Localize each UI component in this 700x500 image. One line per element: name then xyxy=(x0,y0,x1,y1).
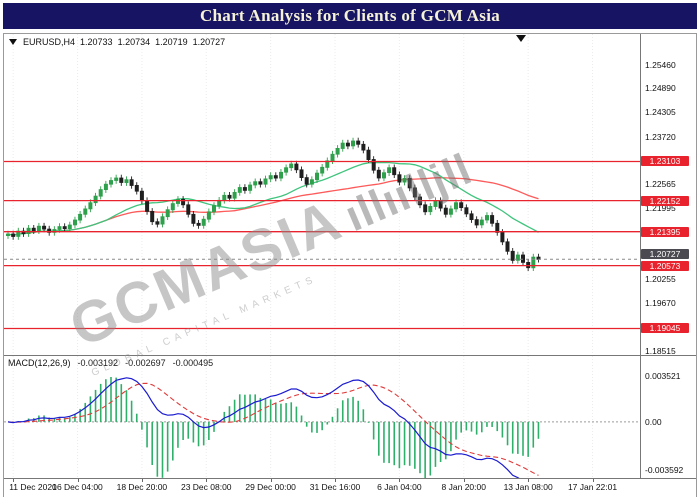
macd-panel[interactable]: MACD(12,26,9) -0.003192 -0.002697 -0.000… xyxy=(4,356,640,478)
price-tick-label: 1.21995 xyxy=(645,202,676,213)
time-label: 8 Jan 20:00 xyxy=(441,482,486,492)
macd-value-main: -0.003192 xyxy=(77,358,119,368)
chart-window: EURUSD,H4 1.20733 1.20734 1.20719 1.2072… xyxy=(3,33,697,497)
price-tick-label: 1.20255 xyxy=(645,274,676,285)
macd-value-histogram: -0.000495 xyxy=(172,358,214,368)
macd-label: MACD(12,26,9) -0.003192 -0.002697 -0.000… xyxy=(8,358,213,368)
price-tick-label: 1.22565 xyxy=(645,179,676,190)
ma-fast-line xyxy=(7,161,539,236)
macd-value-signal: -0.002697 xyxy=(125,358,166,368)
time-label: 23 Dec 08:00 xyxy=(180,482,232,492)
support-resistance-lines xyxy=(4,160,640,330)
time-tick-mark xyxy=(592,479,594,482)
time-tick-mark xyxy=(463,479,465,482)
macd-line xyxy=(7,377,520,478)
level-price-badge: 1.23103 xyxy=(641,156,689,167)
price-chart-svg[interactable] xyxy=(4,34,640,355)
time-tick-mark xyxy=(77,479,79,482)
price-tick-label: 1.24890 xyxy=(645,83,676,94)
macd-chart-svg[interactable] xyxy=(4,356,640,478)
level-price-badge: 1.19045 xyxy=(641,323,689,334)
time-label: 11 Dec 2020 xyxy=(9,482,57,492)
price-tick-label: 1.25460 xyxy=(645,59,676,70)
macd-signal-line xyxy=(7,382,539,476)
time-label: 31 Dec 16:00 xyxy=(309,482,361,492)
time-tick-mark xyxy=(528,479,530,482)
price-tick-label: 1.23720 xyxy=(645,131,676,142)
quote-close: 1.20727 xyxy=(192,37,226,47)
macd-tick-label: 0.003521 xyxy=(645,371,681,381)
time-tick-mark xyxy=(206,479,208,482)
time-label: 13 Jan 08:00 xyxy=(503,482,553,492)
quote-line: EURUSD,H4 1.20733 1.20734 1.20719 1.2072… xyxy=(9,37,225,47)
macd-histogram xyxy=(12,377,540,478)
one-click-trading-icon[interactable] xyxy=(9,39,17,45)
price-chart-area[interactable]: EURUSD,H4 1.20733 1.20734 1.20719 1.2072… xyxy=(4,34,640,355)
price-tick-label: 1.19670 xyxy=(645,298,676,309)
time-label: 6 Jan 04:00 xyxy=(377,482,422,492)
title-bar: Chart Analysis for Clients of GCM Asia xyxy=(3,3,697,29)
price-axis[interactable]: 1.25460 1.24890 1.24305 1.23720 1.22565 1.219… xyxy=(640,34,697,478)
time-label: 17 Jan 22:01 xyxy=(567,482,618,492)
candles xyxy=(6,137,541,271)
level-price-badge: 1.20573 xyxy=(641,260,689,271)
macd-tick-label: -0.003592 xyxy=(645,464,684,475)
macd-tick-label: 0.00 xyxy=(645,417,662,428)
time-axis[interactable]: 11 Dec 2020 16 Dec 04:00 18 Dec 20:00 23 De… xyxy=(4,478,696,497)
price-tick-label: 1.24305 xyxy=(645,107,676,118)
quote-low: 1.20719 xyxy=(155,37,188,47)
level-price-badge: 1.22152 xyxy=(641,195,689,206)
current-price-badge: 1.20727 xyxy=(641,248,689,259)
time-tick-mark xyxy=(141,479,143,482)
time-label: 16 Dec 04:00 xyxy=(52,482,103,492)
time-label: 29 Dec 00:00 xyxy=(245,482,296,492)
panel-divider xyxy=(4,355,696,356)
level-price-badge: 1.21395 xyxy=(641,226,689,237)
macd-indicator-name: MACD(12,26,9) xyxy=(8,358,71,368)
quote-open: 1.20733 xyxy=(80,37,113,47)
chart-shift-marker-icon[interactable] xyxy=(516,35,526,42)
time-tick-mark xyxy=(335,479,337,482)
time-tick-mark xyxy=(399,479,401,482)
page-title: Chart Analysis for Clients of GCM Asia xyxy=(199,6,501,25)
time-tick-mark xyxy=(270,479,272,482)
time-tick-mark xyxy=(13,479,15,482)
grid xyxy=(12,34,594,355)
price-tick-label: 1.18515 xyxy=(645,345,676,356)
quote-high: 1.20734 xyxy=(117,37,151,47)
time-label: 18 Dec 20:00 xyxy=(116,482,168,492)
symbol-timeframe-label: EURUSD,H4 xyxy=(23,37,76,47)
